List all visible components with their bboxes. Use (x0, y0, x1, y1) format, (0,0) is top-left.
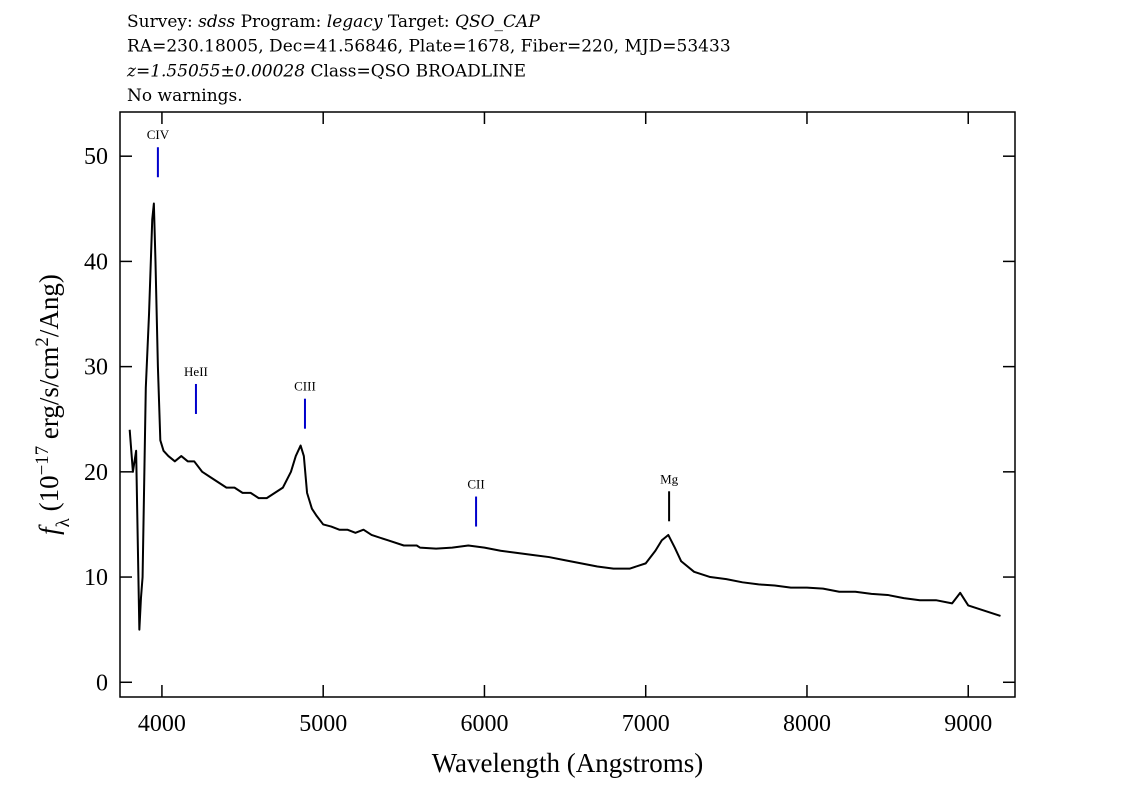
y-tick-label: 30 (84, 355, 108, 381)
text-segment: Survey: (127, 12, 198, 32)
x-tick-label: 4000 (138, 711, 186, 737)
text-segment: −17 (32, 446, 53, 476)
text-segment: legacy (327, 12, 383, 32)
text-segment: sdss (198, 12, 235, 32)
x-tick-label: 8000 (783, 711, 831, 737)
text-segment: /Ang) (34, 274, 64, 337)
x-tick-label: 6000 (460, 711, 508, 737)
text-segment: f (34, 524, 64, 535)
x-axis-label: Wavelength (Angstroms) (432, 748, 704, 778)
text-segment: λ (53, 517, 74, 527)
line-label: CIV (147, 127, 170, 142)
text-segment: QSO_CAP (455, 12, 540, 32)
text-segment: Target: (382, 12, 455, 32)
y-tick-label: 50 (84, 144, 108, 170)
text-segment: No warnings. (127, 86, 243, 106)
plot-frame (119, 111, 1016, 698)
x-tick-label: 5000 (299, 711, 347, 737)
y-tick-label: 0 (96, 670, 108, 696)
line-label: CII (467, 477, 484, 492)
text-segment: z=1.55055±0.00028 (126, 61, 305, 81)
header-line: z=1.55055±0.00028 Class=QSO BROADLINE (126, 61, 526, 81)
text-segment: RA=230.18005, Dec=41.56846, Plate=1678, … (127, 36, 731, 56)
text-segment: (10 (34, 475, 64, 518)
header-line: Survey: sdss Program: legacy Target: QSO… (127, 12, 540, 32)
y-tick-label: 40 (84, 249, 108, 275)
line-label: Mg (660, 471, 679, 486)
line-label: HeII (184, 364, 208, 379)
header-line: No warnings. (127, 86, 243, 106)
y-axis-label: fλ (10−17 erg/s/cm2/Ang) (32, 274, 74, 535)
header-line: RA=230.18005, Dec=41.56846, Plate=1678, … (127, 36, 731, 56)
text-segment: 2 (32, 337, 53, 346)
line-label: CIII (294, 379, 316, 394)
text-segment: Program: (235, 12, 327, 32)
x-tick-label: 9000 (944, 711, 992, 737)
y-tick-label: 20 (84, 460, 108, 486)
y-tick-label: 10 (84, 565, 108, 591)
x-tick-label: 7000 (622, 711, 670, 737)
spectrum-line (128, 202, 1001, 631)
text-segment: Class=QSO BROADLINE (305, 61, 526, 81)
text-segment: erg/s/cm (34, 347, 64, 446)
